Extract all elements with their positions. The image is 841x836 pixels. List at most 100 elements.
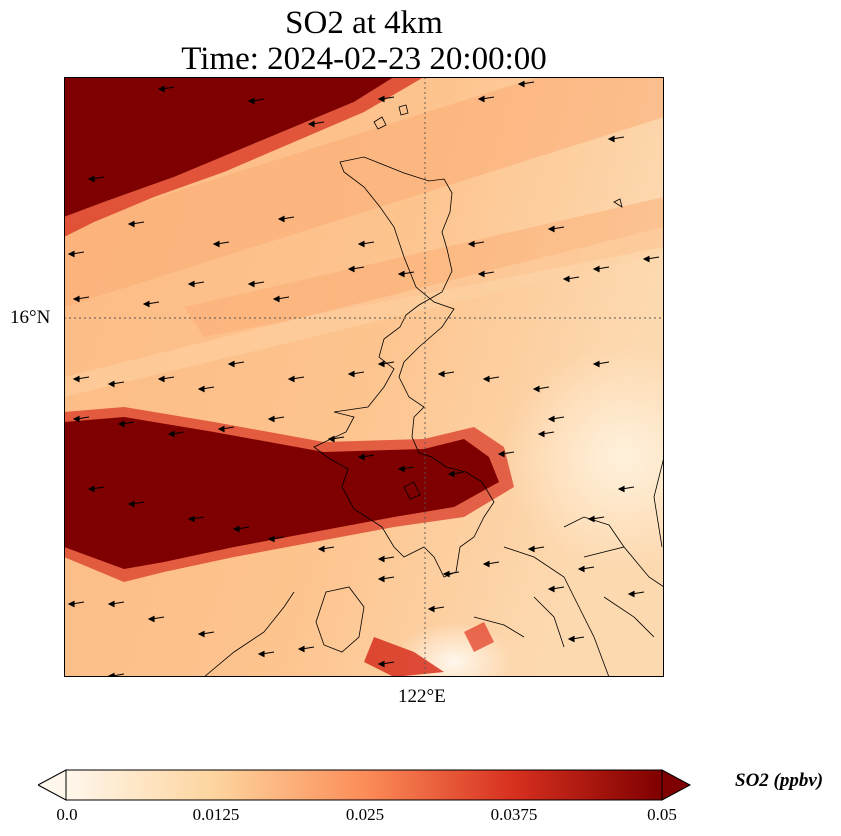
wind-arrow-head: [467, 240, 475, 248]
wind-arrow-head: [607, 135, 615, 143]
wind-arrow-head: [532, 385, 540, 393]
wind-arrow-head: [397, 270, 405, 278]
so2-plume-north: [64, 77, 394, 217]
wind-arrow-head: [157, 375, 165, 383]
wind-arrow-head: [277, 215, 285, 223]
colorbar-extend-low: [38, 769, 67, 801]
wind-arrow-head: [477, 95, 485, 103]
wind-arrow-head: [247, 280, 255, 288]
colorbar: [38, 769, 692, 801]
wind-arrow-head: [547, 415, 555, 423]
wind-arrow-head: [147, 615, 155, 623]
colorbar-label: SO2 (ppbv): [735, 770, 824, 791]
wind-arrow-head: [157, 85, 165, 93]
map-title: SO2 at 4km: [285, 5, 443, 41]
map-frame: [64, 77, 664, 677]
wind-arrow-head: [567, 635, 575, 643]
coastline-visayas: [473, 546, 664, 677]
pale-region: [504, 347, 664, 567]
wind-arrow-head: [72, 375, 80, 383]
wind-arrow-head: [377, 95, 385, 103]
wind-arrow-head: [537, 430, 545, 438]
wind-arrow-head: [517, 80, 525, 88]
wind-arrow-head: [67, 600, 75, 608]
colorbar-tick-label: 0.0125: [192, 805, 240, 824]
wind-arrow-head: [327, 435, 335, 443]
colorbar-tick-label: 0.0: [56, 805, 78, 824]
wind-arrow-head: [397, 465, 405, 473]
wind-arrow-head: [592, 360, 600, 368]
wind-arrow-head: [217, 425, 225, 433]
wind-arrow-head: [577, 565, 585, 573]
wind-arrow-head: [547, 225, 555, 233]
wind-arrow-head: [107, 380, 115, 388]
so2-map: [64, 77, 664, 677]
wind-arrow-head: [482, 375, 490, 383]
so2-streak: [64, 227, 664, 397]
longitude-tick-label: 122°E: [398, 686, 446, 707]
wind-arrow-head: [427, 605, 435, 613]
wind-arrow-head: [272, 295, 280, 303]
wind-arrow-head: [107, 600, 115, 608]
gridlines: [64, 77, 664, 677]
wind-arrow-head: [477, 270, 485, 278]
wind-arrow-head: [267, 535, 275, 543]
wind-arrow-head: [437, 370, 445, 378]
coastline-luzon: [313, 156, 495, 578]
wind-arrow-head: [197, 630, 205, 638]
wind-arrow-head: [127, 500, 135, 508]
wind-arrow-head: [447, 470, 455, 478]
wind-arrow-head: [247, 97, 255, 105]
wind-arrow-head: [87, 175, 95, 183]
wind-arrow-head: [482, 560, 490, 568]
coastline-palawan: [203, 591, 295, 677]
wind-arrow-head: [497, 450, 505, 458]
so2-streak: [184, 197, 664, 337]
wind-arrow-head: [357, 240, 365, 248]
wind-arrow-head: [72, 415, 80, 423]
wind-arrow-head: [357, 453, 365, 461]
wind-arrow-head: [67, 250, 75, 258]
wind-arrow-head: [442, 570, 450, 578]
wind-arrow-head: [627, 590, 635, 598]
wind-arrow-head: [527, 545, 535, 553]
map-timestamp: Time: 2024-02-23 20:00:00: [181, 41, 547, 77]
wind-arrow-head: [377, 360, 385, 368]
wind-vectors: [67, 80, 660, 677]
so2-plume-south: [64, 417, 499, 569]
wind-arrow-head: [127, 220, 135, 228]
so2-streak: [64, 77, 664, 307]
wind-arrow-head: [87, 485, 95, 493]
coastlines: [203, 104, 664, 677]
colorbar-tick-label: 0.0375: [490, 805, 538, 824]
colorbar-extend-high: [661, 769, 692, 801]
wind-arrow-head: [377, 555, 385, 563]
wind-arrow-head: [267, 415, 275, 423]
wind-arrow-head: [297, 645, 305, 653]
wind-arrow-head: [617, 485, 625, 493]
wind-arrow-head: [562, 275, 570, 283]
colorbar-tick-label: 0.025: [345, 805, 385, 824]
coastline-islands: [373, 104, 664, 548]
wind-arrow-head: [232, 525, 240, 533]
wind-arrow-head: [72, 295, 80, 303]
wind-arrow-head: [187, 515, 195, 523]
wind-arrow-head: [317, 545, 325, 553]
wind-arrow-head: [142, 300, 150, 308]
latitude-tick-label: 16°N: [10, 307, 51, 328]
wind-arrow-head: [347, 370, 355, 378]
wind-arrow-head: [227, 360, 235, 368]
wind-arrow-head: [257, 650, 265, 658]
colorbar-tick-label: 0.05: [647, 805, 677, 824]
wind-arrow-head: [287, 375, 295, 383]
wind-arrow-head: [197, 385, 205, 393]
wind-arrow-head: [547, 585, 555, 593]
wind-arrow-head: [347, 265, 355, 273]
wind-arrow-head: [642, 255, 650, 263]
so2-patch: [464, 622, 494, 652]
coastline-samar: [563, 516, 625, 548]
wind-arrow-head: [377, 660, 385, 668]
wind-arrow-head: [587, 515, 595, 523]
wind-arrow-head: [187, 280, 195, 288]
colorbar-gradient: [65, 769, 663, 801]
